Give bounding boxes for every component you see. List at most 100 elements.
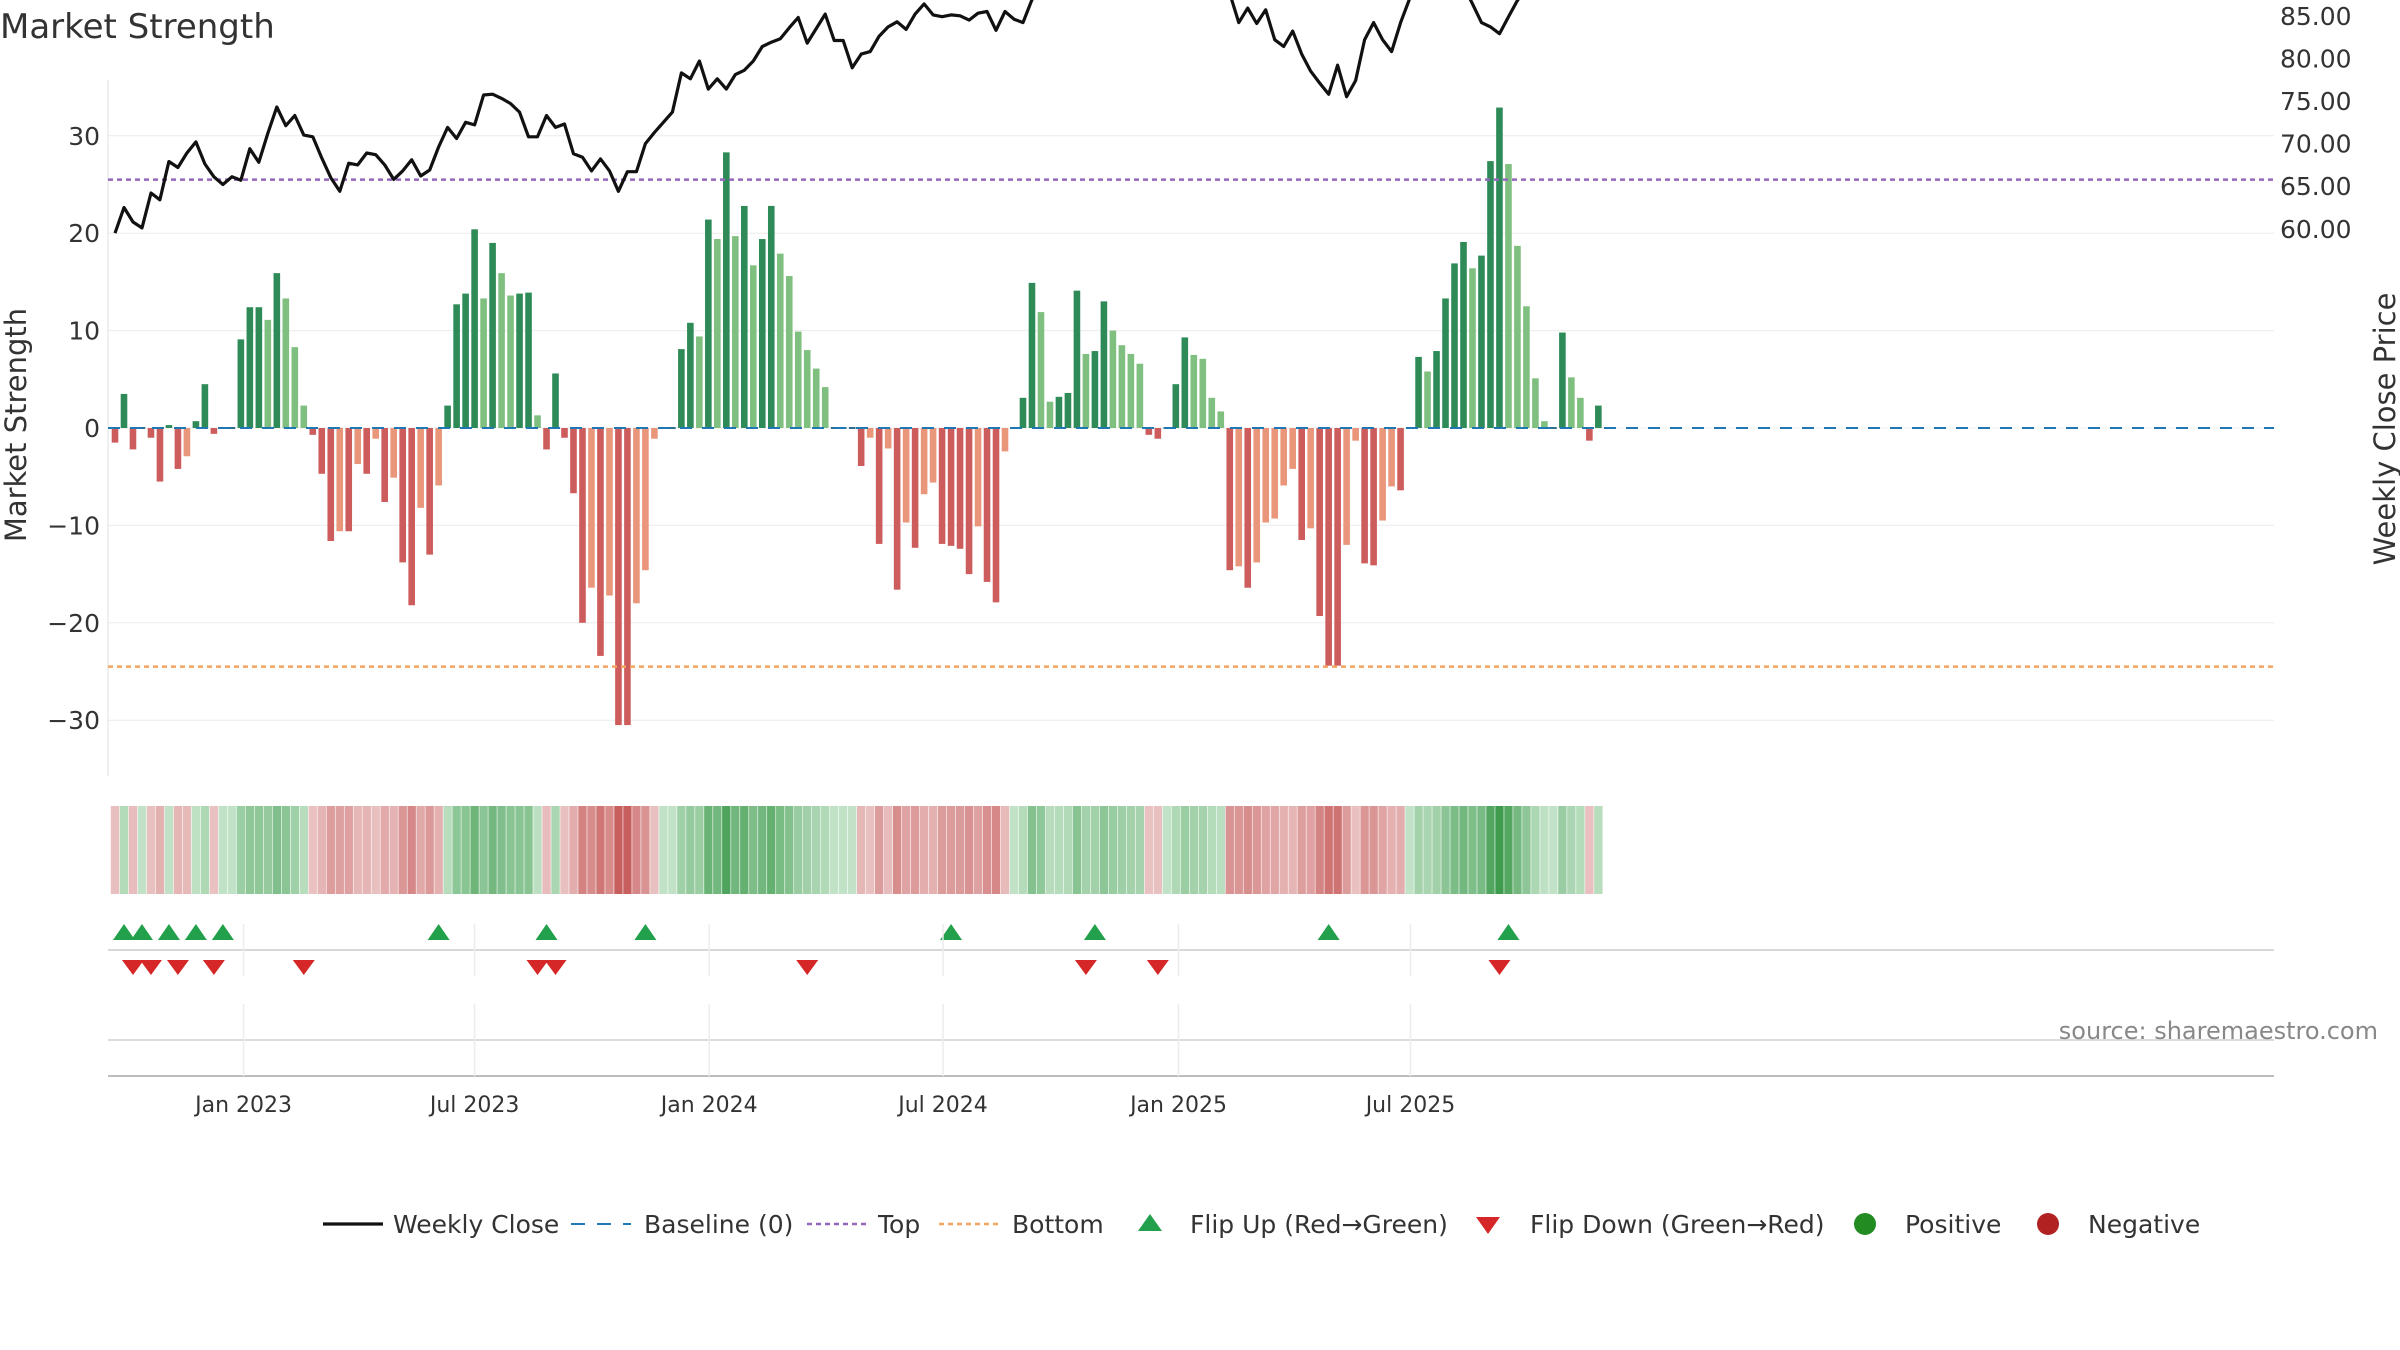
heat-cell: [785, 806, 794, 894]
heat-cell: [461, 806, 470, 894]
y-left-tick-label: 10: [68, 317, 100, 346]
strength-bar: [417, 428, 424, 508]
heat-cell: [335, 806, 344, 894]
strength-bar: [785, 276, 793, 428]
strength-bar: [1424, 371, 1431, 428]
heat-cell: [488, 806, 497, 894]
strength-bar: [714, 239, 721, 428]
heat-cell: [1432, 806, 1441, 894]
flip-up-marker: [1317, 924, 1340, 940]
heat-cell: [353, 806, 362, 894]
y-axis-right-label: Weekly Close Price: [2368, 293, 2400, 566]
y-left-tick-label: 20: [68, 219, 100, 248]
heat-cell: [1162, 806, 1172, 894]
heat-cell: [209, 806, 219, 894]
heat-cell: [128, 806, 138, 894]
strength-bar: [1523, 306, 1530, 428]
heat-cell: [767, 806, 776, 894]
heat-cell: [883, 806, 893, 894]
strength-bar: [1154, 428, 1162, 439]
strength-bar: [363, 428, 371, 474]
strength-bar: [1343, 428, 1350, 545]
heat-cell: [1459, 806, 1468, 894]
strength-bar: [875, 428, 883, 544]
strength-bar: [758, 239, 766, 428]
strength-bar: [1181, 337, 1189, 428]
strength-bar: [1496, 107, 1503, 428]
flip-down-marker: [202, 960, 225, 975]
heat-cell: [200, 806, 210, 894]
y-axis-left-label: Market Strength: [0, 308, 33, 542]
heat-cell: [362, 806, 371, 894]
heat-cell: [946, 806, 956, 894]
heat-cell: [218, 806, 228, 894]
strength-bar: [327, 428, 335, 541]
x-tick-label: Jul 2023: [428, 1093, 520, 1118]
source-label: source: sharemaestro.com: [2059, 1017, 2378, 1045]
strength-bar: [893, 428, 901, 590]
strength-bar: [426, 428, 433, 555]
heat-cell: [407, 806, 416, 894]
strength-bar: [336, 428, 344, 532]
y-left-tick-label: −20: [47, 609, 100, 638]
strength-bar: [345, 428, 353, 532]
heat-cell: [1540, 806, 1549, 894]
flip-up-marker: [940, 924, 963, 940]
heat-cell: [1225, 806, 1234, 894]
strength-bar: [947, 428, 955, 546]
strength-bar: [767, 205, 775, 428]
heat-cell: [1558, 806, 1567, 894]
strength-bar: [1109, 330, 1117, 428]
heat-cell: [973, 806, 983, 894]
heat-cell: [1045, 806, 1055, 894]
y-right-tick-label: 65.00: [2280, 172, 2352, 201]
heat-cell: [281, 806, 291, 894]
strength-bar: [1298, 428, 1305, 541]
heat-cell: [497, 806, 506, 894]
chart-title: Market Strength: [0, 7, 275, 47]
heat-cell: [1243, 806, 1252, 894]
strength-bar: [776, 253, 784, 428]
heat-cell: [416, 806, 425, 894]
strength-bar: [992, 428, 1000, 603]
heat-cell: [758, 806, 767, 894]
strength-bar: [1145, 428, 1153, 435]
heat-cell: [1207, 806, 1216, 894]
heat-cell: [596, 806, 605, 894]
strength-bar: [1190, 354, 1198, 428]
heat-cell: [1054, 806, 1064, 894]
heat-cell: [686, 806, 695, 894]
heat-cell: [830, 806, 839, 894]
heat-cell: [1090, 806, 1100, 894]
legend-label: Top: [877, 1210, 920, 1239]
strength-bar: [246, 307, 254, 428]
heat-cell: [1396, 806, 1405, 894]
strength-bar: [597, 428, 604, 656]
strength-bar: [1019, 397, 1027, 428]
strength-bar: [821, 387, 829, 428]
heat-cell: [1414, 806, 1423, 894]
y-left-tick-label: 30: [68, 122, 100, 151]
legend-label: Flip Up (Red→Green): [1190, 1210, 1448, 1239]
strength-bar: [399, 428, 406, 563]
strength-bar: [255, 307, 263, 428]
flip-up-marker: [634, 924, 657, 940]
heat-cell: [1234, 806, 1243, 894]
heat-cell: [1441, 806, 1450, 894]
heat-cell: [578, 806, 587, 894]
heat-cell: [1198, 806, 1207, 894]
y-left-tick-label: −30: [47, 706, 100, 735]
legend-label: Bottom: [1012, 1210, 1104, 1239]
heat-cell: [173, 806, 183, 894]
strength-bar: [1397, 428, 1404, 491]
strength-bar: [1064, 392, 1072, 428]
heat-cell: [1360, 806, 1369, 894]
flip-down-marker: [544, 960, 567, 975]
strength-bar: [1559, 332, 1566, 428]
strength-bar: [1280, 428, 1287, 486]
strength-bar: [534, 415, 541, 428]
strength-bars: [111, 107, 1602, 726]
heat-cell: [1450, 806, 1459, 894]
flip-down-marker: [1146, 960, 1169, 975]
strength-bar: [516, 293, 523, 428]
